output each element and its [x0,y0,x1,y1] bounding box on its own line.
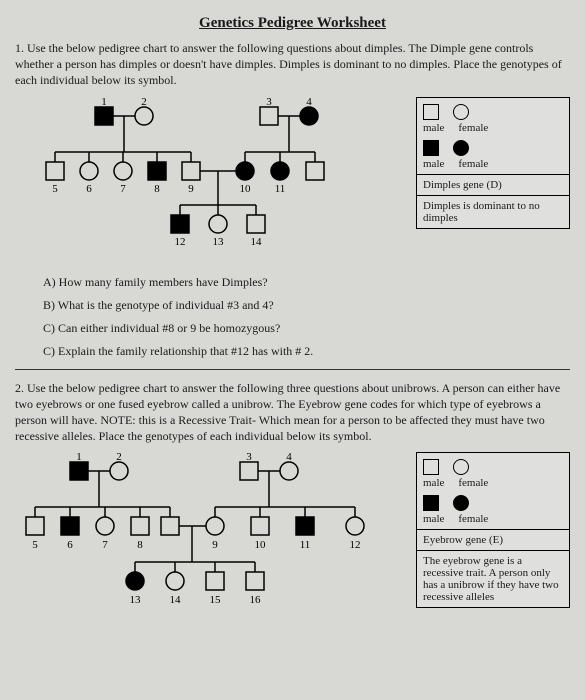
q1-prompt: 1. Use the below pedigree chart to answe… [15,40,570,89]
affected-female-icon [453,140,469,156]
q2-prompt: 2. Use the below pedigree chart to answe… [15,380,570,445]
q1-chart-area: 1 2 3 4 5 6 7 8 9 10 11 12 13 14 [15,97,570,267]
affected-male-icon [423,495,439,511]
legend-affected-female: female [458,158,488,170]
svg-text:4: 4 [286,452,292,463]
svg-text:5: 5 [52,183,58,195]
svg-text:3: 3 [246,452,252,463]
svg-text:1: 1 [101,97,107,108]
svg-text:12: 12 [350,539,361,551]
q1-sub-a: A) How many family members have Dimples? [43,275,570,290]
affected-female-icon [453,495,469,511]
svg-text:14: 14 [251,236,263,248]
svg-text:13: 13 [130,594,142,606]
svg-text:10: 10 [240,183,252,195]
legend-affected-male: male [423,158,444,170]
legend-male: male [423,122,444,134]
affected-male-icon [423,140,439,156]
svg-text:13: 13 [213,236,225,248]
legend-affected-male: male [423,513,444,525]
svg-text:5: 5 [32,539,38,551]
legend-female: female [458,477,488,489]
q2-chart-area: 1 2 3 4 5 6 7 8 9 10 11 12 13 14 15 16 [15,452,570,627]
male-icon [423,104,439,120]
svg-text:10: 10 [255,539,267,551]
svg-text:7: 7 [120,183,126,195]
svg-text:8: 8 [154,183,160,195]
legend-affected-female: female [458,513,488,525]
legend-female: female [458,122,488,134]
q1-pedigree-chart: 1 2 3 4 5 6 7 8 9 10 11 12 13 14 [15,97,416,267]
svg-text:16: 16 [250,594,262,606]
q2-legend: male female male female Eyebrow gene (E)… [416,452,570,608]
svg-text:9: 9 [188,183,194,195]
svg-text:1: 1 [76,452,82,463]
q1-sub-c: C) Can either individual #8 or 9 be homo… [43,321,570,336]
svg-text:4: 4 [306,97,312,108]
svg-text:12: 12 [175,236,186,248]
svg-text:11: 11 [275,183,286,195]
svg-text:8: 8 [137,539,143,551]
legend-gene: Eyebrow gene (E) [423,534,563,546]
svg-text:14: 14 [170,594,182,606]
legend-note: Dimples is dominant to no dimples [423,200,563,224]
svg-text:9: 9 [212,539,218,551]
legend-male: male [423,477,444,489]
legend-gene: Dimples gene (D) [423,179,563,191]
svg-text:2: 2 [116,452,122,463]
svg-text:6: 6 [86,183,92,195]
male-icon [423,459,439,475]
svg-text:7: 7 [102,539,108,551]
q1-sub-b: B) What is the genotype of individual #3… [43,298,570,313]
female-icon [453,104,469,120]
q2-pedigree-chart: 1 2 3 4 5 6 7 8 9 10 11 12 13 14 15 16 [15,452,416,627]
svg-text:6: 6 [67,539,73,551]
svg-text:2: 2 [141,97,147,108]
svg-text:3: 3 [266,97,272,108]
section-divider [15,369,570,370]
female-icon [453,459,469,475]
worksheet-title: Genetics Pedigree Worksheet [15,15,570,32]
svg-text:11: 11 [300,539,311,551]
legend-note: The eyebrow gene is a recessive trait. A… [423,555,563,603]
svg-text:15: 15 [210,594,222,606]
q1-sub-d: C) Explain the family relationship that … [43,344,570,359]
q1-legend: male female male female Dimples gene (D)… [416,97,570,229]
